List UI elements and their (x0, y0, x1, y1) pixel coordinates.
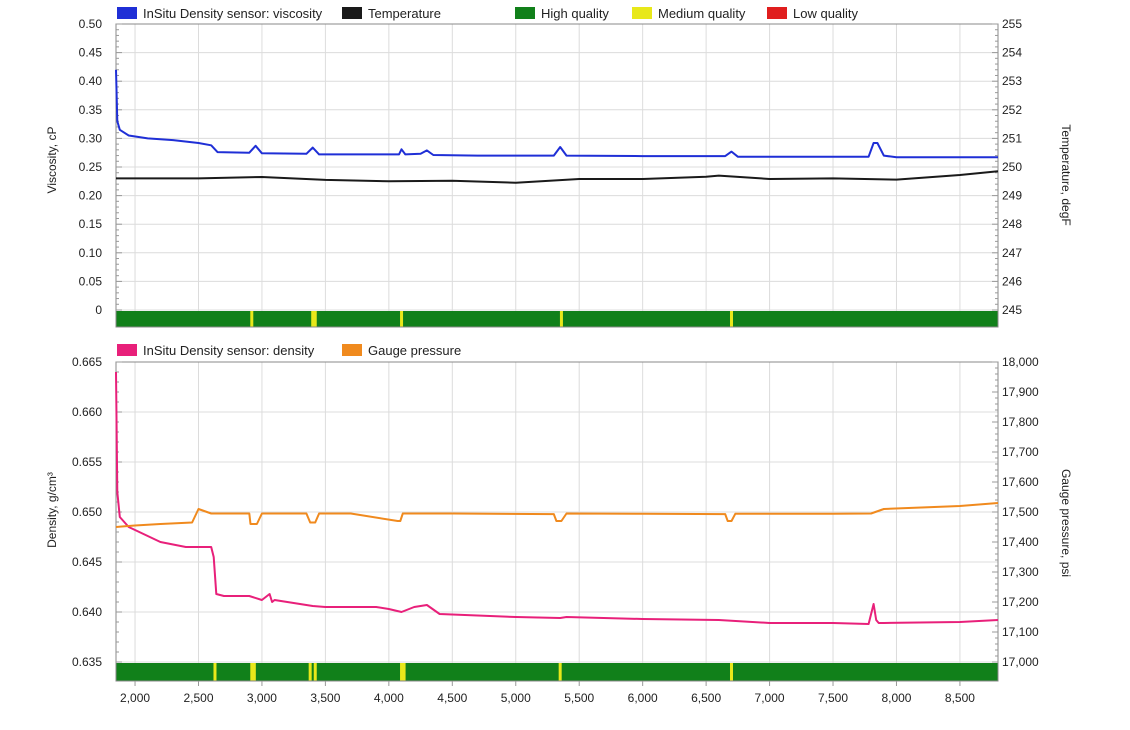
x-tick-label: 7,000 (755, 691, 785, 705)
top-y-tick-label: 0.45 (79, 46, 103, 60)
top-y-axis-title: Viscosity, cP (45, 127, 59, 194)
x-tick-label: 6,500 (691, 691, 721, 705)
x-tick-label: 8,500 (945, 691, 975, 705)
x-tick-label: 5,000 (501, 691, 531, 705)
top-quality-marker (729, 311, 733, 327)
top-quality-marker (559, 311, 563, 327)
bottom-y2-tick-label: 17,200 (1002, 595, 1039, 609)
top-y2-tick-label: 255 (1002, 17, 1022, 31)
x-tick-label: 5,500 (564, 691, 594, 705)
x-tick-label: 3,500 (310, 691, 340, 705)
bottom-y2-axis-title: Gauge pressure, psi (1059, 469, 1073, 577)
top-y-tick-label: 0.05 (79, 274, 103, 288)
bottom-legend: InSitu Density sensor: density Gauge pre… (117, 343, 461, 358)
top-plot-frame (115, 23, 999, 328)
legend-swatch-high-quality (515, 7, 535, 19)
bottom-y2-tick-label: 17,800 (1002, 415, 1039, 429)
x-tick-label: 2,000 (120, 691, 150, 705)
bottom-quality-marker (250, 663, 254, 681)
top-y-tick-label: 0 (95, 303, 102, 317)
bottom-y-tick-label: 0.645 (72, 555, 102, 569)
bottom-y-tick-label: 0.635 (72, 655, 102, 669)
bottom-y2-tick-label: 17,500 (1002, 505, 1039, 519)
top-y2-tick-label: 251 (1002, 131, 1022, 145)
bottom-y2-tick-label: 17,900 (1002, 385, 1039, 399)
x-tick-label: 3,000 (247, 691, 277, 705)
bottom-y2-tick-label: 17,100 (1002, 625, 1039, 639)
top-y2-tick-label: 250 (1002, 160, 1022, 174)
top-y2-tick-label: 252 (1002, 103, 1022, 117)
legend-label-medium-quality: Medium quality (658, 6, 746, 21)
bottom-y-tick-label: 0.660 (72, 405, 102, 419)
bottom-quality-marker (213, 663, 217, 681)
top-y2-tick-label: 249 (1002, 189, 1022, 203)
top-y-tick-label: 0.20 (79, 189, 103, 203)
bottom-series-density-line (115, 371, 999, 625)
bottom-quality-band (116, 663, 998, 681)
top-y2-tick-label: 248 (1002, 217, 1022, 231)
top-y-tick-label: 0.50 (79, 17, 103, 31)
bottom-y-tick-label: 0.650 (72, 505, 102, 519)
bottom-y-tick-label: 0.665 (72, 355, 102, 369)
bottom-quality-marker (252, 663, 256, 681)
bottom-y2-tick-label: 17,300 (1002, 565, 1039, 579)
x-tick-label: 4,000 (374, 691, 404, 705)
top-y-tick-label: 0.35 (79, 103, 103, 117)
legend-swatch-medium-quality (632, 7, 652, 19)
legend-swatch-temperature (342, 7, 362, 19)
top-y-tick-label: 0.30 (79, 131, 103, 145)
x-tick-label: 6,000 (628, 691, 658, 705)
legend-label-temperature: Temperature (368, 6, 441, 21)
top-y2-tick-label: 245 (1002, 303, 1022, 317)
top-quality-marker (311, 311, 315, 327)
top-quality-marker (400, 311, 404, 327)
top-quality-marker (250, 311, 254, 327)
bottom-quality-marker (729, 663, 733, 681)
bottom-quality-marker (313, 663, 317, 681)
bottom-y-tick-label: 0.655 (72, 455, 102, 469)
x-tick-label: 7,500 (818, 691, 848, 705)
top-y-tick-label: 0.10 (79, 246, 103, 260)
bottom-y2-tick-label: 17,400 (1002, 535, 1039, 549)
bottom-y-axis-title: Density, g/cm³ (45, 472, 59, 548)
bottom-quality-marker (558, 663, 562, 681)
bottom-panel: 0.635 0.640 0.645 0.650 0.655 0.660 0.665 17,00… (72, 355, 1039, 705)
top-y2-tick-label: 247 (1002, 246, 1022, 260)
x-tick-label: 4,500 (437, 691, 467, 705)
x-tick-label: 8,000 (881, 691, 911, 705)
bottom-y2-tick-label: 17,000 (1002, 655, 1039, 669)
top-y-tick-label: 0.15 (79, 217, 103, 231)
bottom-y2-tick-label: 17,600 (1002, 475, 1039, 489)
top-panel: 0 0.05 0.10 0.15 0.20 0.25 0.30 0.35 0.40 0.45 0.5… (79, 17, 1022, 328)
bottom-series-pressure-line (115, 502, 999, 528)
top-legend: InSitu Density sensor: viscosity Tempera… (117, 6, 859, 21)
legend-swatch-viscosity (117, 7, 137, 19)
top-y2-tick-label: 254 (1002, 46, 1022, 60)
top-y-tick-label: 0.25 (79, 160, 103, 174)
legend-label-high-quality: High quality (541, 6, 609, 21)
legend-swatch-low-quality (767, 7, 787, 19)
top-series-viscosity-line (115, 69, 998, 159)
legend-swatch-density (117, 344, 137, 356)
top-y2-axis-title: Temperature, degF (1059, 124, 1073, 225)
legend-swatch-pressure (342, 344, 362, 356)
bottom-quality-marker (400, 663, 404, 681)
bottom-quality-marker (402, 663, 406, 681)
legend-label-viscosity: InSitu Density sensor: viscosity (143, 6, 323, 21)
bottom-y-tick-label: 0.640 (72, 605, 102, 619)
bottom-y2-tick-label: 18,000 (1002, 355, 1039, 369)
top-series-temperature-line (116, 170, 999, 184)
top-quality-band (116, 311, 998, 327)
legend-label-low-quality: Low quality (793, 6, 859, 21)
x-tick-label: 2,500 (183, 691, 213, 705)
legend-label-pressure: Gauge pressure (368, 343, 461, 358)
top-y2-tick-label: 253 (1002, 74, 1022, 88)
top-y2-tick-label: 246 (1002, 274, 1022, 288)
bottom-y2-tick-label: 17,700 (1002, 445, 1039, 459)
legend-label-density: InSitu Density sensor: density (143, 343, 315, 358)
top-quality-marker (313, 311, 317, 327)
bottom-quality-marker (308, 663, 312, 681)
top-y-tick-label: 0.40 (79, 74, 103, 88)
